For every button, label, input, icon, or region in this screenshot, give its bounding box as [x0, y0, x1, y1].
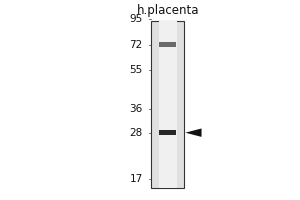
- Text: 17: 17: [129, 174, 142, 184]
- Bar: [159, 21, 177, 188]
- Text: 72: 72: [129, 40, 142, 50]
- Text: 28: 28: [129, 128, 142, 138]
- Text: 55: 55: [129, 65, 142, 75]
- Text: 95: 95: [129, 14, 142, 24]
- Text: 36: 36: [129, 104, 142, 114]
- Bar: [159, 42, 176, 47]
- Text: h.placenta: h.placenta: [136, 4, 199, 17]
- Bar: [159, 130, 176, 135]
- Polygon shape: [185, 128, 202, 137]
- Bar: [152, 21, 184, 188]
